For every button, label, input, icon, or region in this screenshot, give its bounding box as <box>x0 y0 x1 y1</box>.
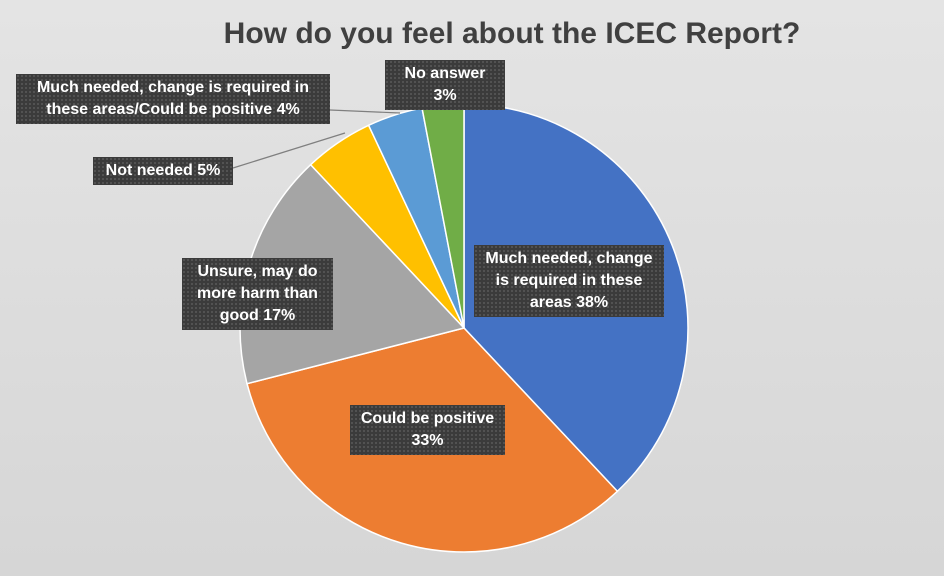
label-category: Not needed <box>105 162 193 179</box>
label-value: 4% <box>276 101 300 118</box>
data-label: Much needed, change is required in these… <box>16 74 330 124</box>
label-category: Much needed, change is required in these… <box>36 79 310 118</box>
label-value: 33% <box>411 432 444 449</box>
label-category: Could be positive <box>360 410 495 427</box>
leader-line <box>329 109 401 114</box>
data-label: Not needed 5% <box>93 157 233 185</box>
data-label: No answer 3% <box>385 60 505 110</box>
label-value: 3% <box>433 87 457 104</box>
data-label: Could be positive 33% <box>350 405 505 455</box>
label-value: 17% <box>263 307 296 324</box>
label-category: No answer <box>404 65 486 82</box>
label-category: Much needed, change is required in these… <box>485 250 653 311</box>
data-label: Much needed, change is required in these… <box>474 245 664 317</box>
leader-line <box>232 132 346 169</box>
chart-title: How do you feel about the ICEC Report? <box>224 17 801 50</box>
label-value: 38% <box>576 294 609 311</box>
label-category: Unsure, may do more harm than good <box>197 263 318 324</box>
label-value: 5% <box>197 162 221 179</box>
data-label: Unsure, may do more harm than good 17% <box>182 258 333 330</box>
